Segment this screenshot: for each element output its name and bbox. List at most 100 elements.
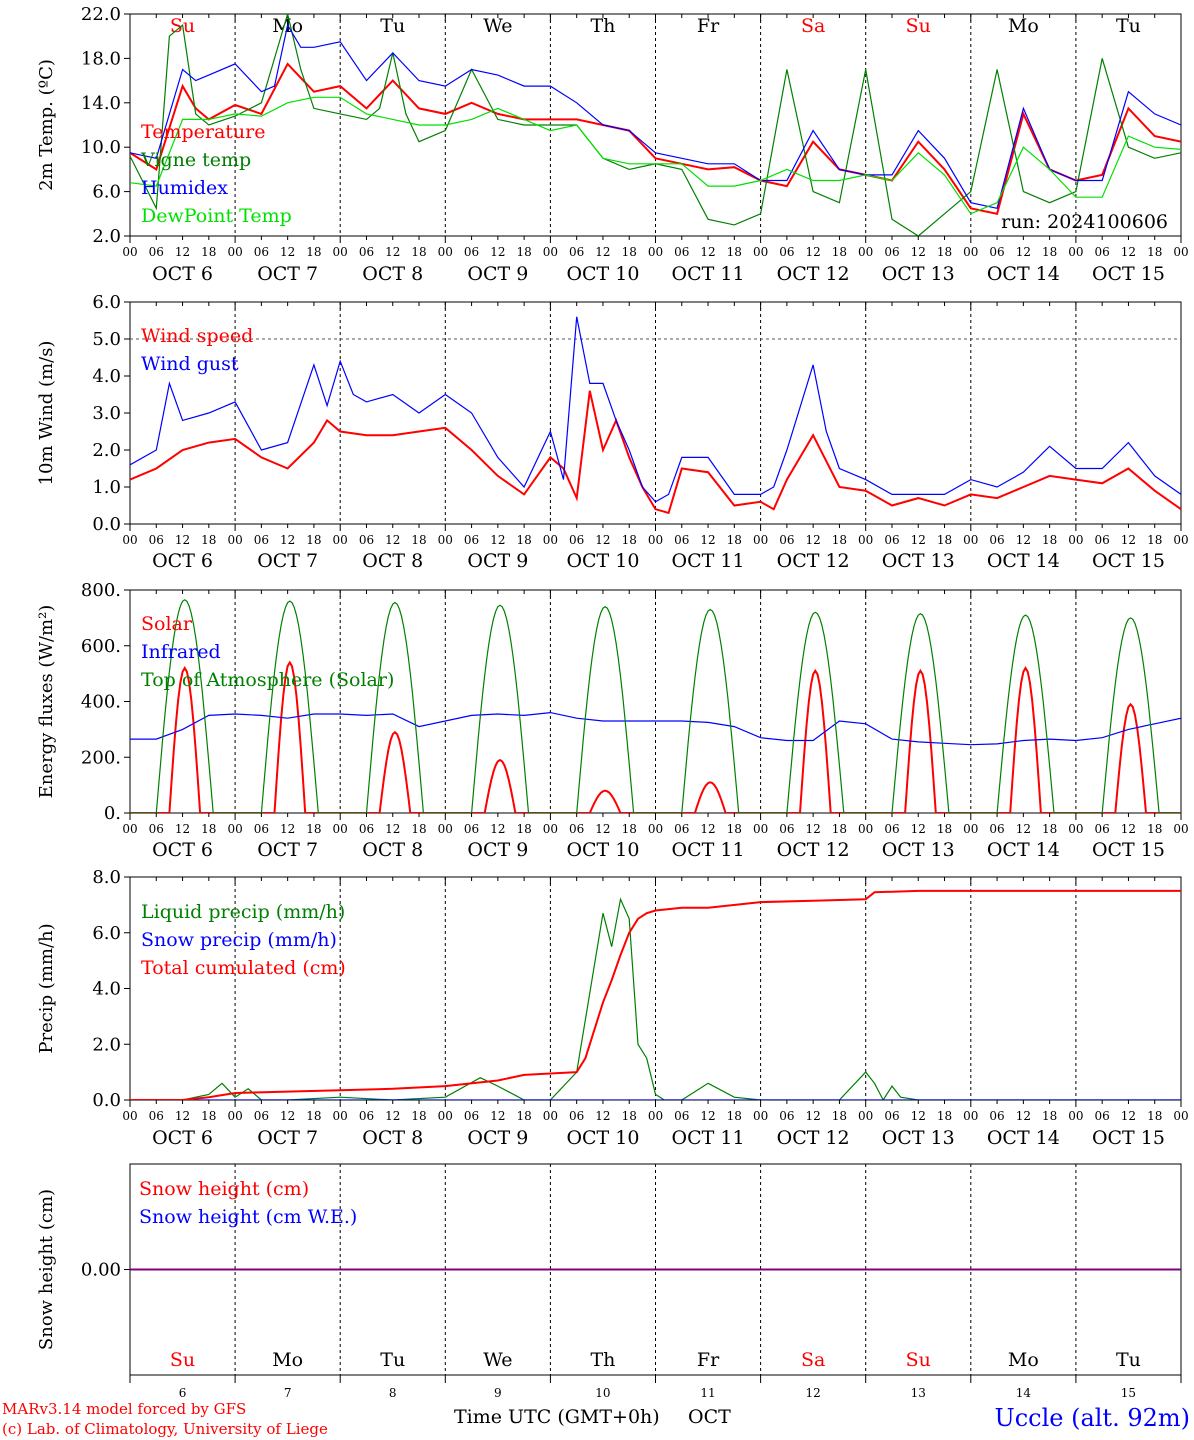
- day-number: 14: [1016, 1386, 1032, 1400]
- date-label: OCT 11: [672, 550, 745, 572]
- date-label: OCT 13: [882, 1127, 955, 1149]
- hour-label: 18: [622, 245, 637, 259]
- hour-label: 06: [884, 245, 899, 259]
- y-tick-label: 2.0: [92, 226, 121, 247]
- legend-entry: Wind speed: [141, 325, 253, 347]
- y-tick-label: 0.: [104, 803, 121, 824]
- hour-label: 18: [201, 1109, 216, 1123]
- hour-label: 12: [490, 245, 505, 259]
- hour-label: 06: [674, 822, 689, 836]
- hour-label: 06: [464, 245, 479, 259]
- hour-label: 12: [1016, 533, 1031, 547]
- date-label: OCT 7: [257, 550, 318, 572]
- weekday-label: Su: [906, 1349, 931, 1371]
- y-tick-label: 4.0: [92, 366, 121, 387]
- day-number: 15: [1121, 1386, 1136, 1400]
- hour-label: 06: [149, 822, 164, 836]
- hour-label: 12: [806, 1109, 821, 1123]
- legend-entry: Total cumulated (cm): [141, 957, 346, 979]
- y-axis-label: Energy fluxes (W/m²): [36, 605, 57, 799]
- hour-label: 12: [490, 822, 505, 836]
- hour-label: 00: [858, 533, 873, 547]
- date-label: OCT 15: [1092, 839, 1165, 861]
- date-label: OCT 9: [467, 550, 528, 572]
- date-label: OCT 15: [1092, 263, 1165, 285]
- series-line: [130, 96, 1181, 215]
- hour-label: 18: [1042, 822, 1057, 836]
- hour-label: 18: [306, 1109, 321, 1123]
- hour-label: 18: [727, 245, 742, 259]
- hour-label: 18: [937, 1109, 952, 1123]
- hour-label: 06: [1095, 533, 1110, 547]
- hour-label: 06: [1095, 1109, 1110, 1123]
- date-label: OCT 8: [362, 1127, 423, 1149]
- station-label: Uccle (alt. 92m): [994, 1404, 1190, 1432]
- weekday-label: Mo: [1008, 15, 1039, 37]
- hour-label: 00: [227, 1109, 242, 1123]
- hour-label: 00: [543, 245, 558, 259]
- hour-label: 18: [201, 245, 216, 259]
- date-label: OCT 10: [566, 263, 639, 285]
- hour-label: 00: [333, 533, 348, 547]
- hour-label: 18: [516, 533, 531, 547]
- hour-label: 12: [700, 1109, 715, 1123]
- hour-label: 00: [963, 1109, 978, 1123]
- hour-label: 18: [411, 1109, 426, 1123]
- hour-label: 18: [622, 1109, 637, 1123]
- legend-entry: Snow height (cm W.E.): [139, 1206, 357, 1228]
- hour-label: 06: [464, 1109, 479, 1123]
- hour-label: 06: [254, 533, 269, 547]
- legend-entry: Vigne temp: [140, 149, 251, 171]
- date-label: OCT 14: [987, 1127, 1060, 1149]
- panels: 2.0 6.0 10.0 14.0 18.0 22.0 2m Temp. (ºC) 00 06 1…: [36, 4, 1189, 1400]
- hour-label: 12: [700, 245, 715, 259]
- hour-label: 00: [333, 245, 348, 259]
- date-label: OCT 11: [672, 263, 745, 285]
- hour-label: 06: [989, 822, 1004, 836]
- panel-5: 0.00 Snow height (cm) Su 6 Mo 7 Tu 8 We 9 Th 10 Fr 11…: [36, 1163, 1182, 1400]
- weekday-label: Th: [590, 15, 615, 37]
- date-label: OCT 12: [777, 1127, 850, 1149]
- series-line: [130, 62, 1181, 215]
- hour-label: 12: [700, 822, 715, 836]
- date-label: OCT 7: [257, 263, 318, 285]
- legend-entry: DewPoint Temp: [141, 205, 292, 227]
- hour-label: 18: [832, 1109, 847, 1123]
- series-line: [130, 599, 1181, 813]
- date-label: OCT 12: [777, 839, 850, 861]
- hour-label: 12: [280, 822, 295, 836]
- weekday-label: Sa: [801, 15, 825, 37]
- y-tick-label: 22.0: [81, 4, 121, 25]
- hour-label: 06: [1095, 245, 1110, 259]
- hour-label: 12: [385, 822, 400, 836]
- hour-label: 18: [622, 533, 637, 547]
- hour-label: 06: [359, 533, 374, 547]
- hour-label: 00: [1068, 245, 1083, 259]
- hour-label: 00: [543, 822, 558, 836]
- weekday-label: Su: [170, 1349, 195, 1371]
- hour-label: 18: [937, 822, 952, 836]
- day-number: 12: [806, 1386, 821, 1400]
- hour-label: 18: [516, 822, 531, 836]
- hour-label: 12: [1016, 245, 1031, 259]
- hour-label: 12: [806, 245, 821, 259]
- hour-label: 00: [1173, 533, 1188, 547]
- panel-1: 2.0 6.0 10.0 14.0 18.0 22.0 2m Temp. (ºC) 00 06 1…: [36, 4, 1189, 285]
- y-tick-label: 5.0: [92, 329, 121, 350]
- legend-entry: Infrared: [141, 641, 221, 663]
- date-label: OCT 15: [1092, 1127, 1165, 1149]
- weekday-label: Tu: [1116, 15, 1141, 37]
- hour-label: 06: [884, 822, 899, 836]
- weekday-label: Fr: [697, 15, 720, 37]
- weekday-label: We: [483, 15, 512, 37]
- hour-label: 18: [622, 822, 637, 836]
- y-tick-label: 0.0: [92, 514, 121, 535]
- legend-entry: Top of Atmosphere (Solar): [141, 669, 394, 691]
- hour-label: 18: [306, 533, 321, 547]
- y-tick-label: 8.0: [92, 867, 121, 888]
- day-number: 6: [179, 1386, 187, 1400]
- weekday-label: Tu: [1116, 1349, 1141, 1371]
- y-tick-label: 10.0: [81, 137, 121, 158]
- footer-month: OCT: [688, 1406, 731, 1428]
- hour-label: 06: [674, 245, 689, 259]
